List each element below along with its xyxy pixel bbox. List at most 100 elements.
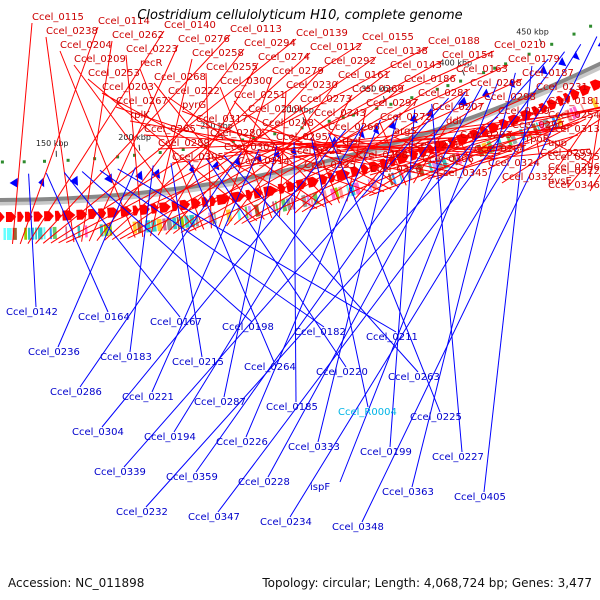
gene-label[interactable]: Ccel_0272 xyxy=(380,112,432,123)
gene-label[interactable]: Ccel_0263 xyxy=(388,372,440,383)
gene-label[interactable]: Ccel_0296 xyxy=(548,162,600,173)
gene-label[interactable]: Ccel_0231 xyxy=(536,82,588,93)
gene-label[interactable]: Ccel_0139 xyxy=(296,28,348,39)
gene-label[interactable]: Ccel_0262 xyxy=(112,30,164,41)
gene-label[interactable]: Ccel_0209 xyxy=(74,54,126,65)
gene-label[interactable]: uvsE xyxy=(548,176,572,187)
gene-label[interactable]: Ccel_0234 xyxy=(260,517,312,528)
gene-label[interactable]: Ccel_0324 xyxy=(488,158,540,169)
gene-label[interactable]: Ccel_0345 xyxy=(436,168,488,179)
gene-label[interactable]: Ccel_0211 xyxy=(366,332,418,343)
gene-label[interactable]: Ccel_0163 xyxy=(456,64,508,75)
gene-label[interactable]: Ccel_0248 xyxy=(262,118,314,129)
gene-label[interactable]: Ccel_0317 xyxy=(196,114,248,125)
gene-label[interactable]: Ccel_0253 xyxy=(88,68,140,79)
gene-label[interactable]: Ccel_0305 xyxy=(172,152,224,163)
gene-label[interactable]: Ccel_0287 xyxy=(194,397,246,408)
gene-label[interactable]: Ccel_0226 xyxy=(216,437,268,448)
gene-label[interactable]: Ccel_0203 xyxy=(102,82,154,93)
gene-label[interactable]: Ccel_0223 xyxy=(126,44,178,55)
gene-label[interactable]: Ccel_0251 xyxy=(234,90,286,101)
gene-label[interactable]: Ccel_0215 xyxy=(172,357,224,368)
gene-label[interactable]: Ccel_0198 xyxy=(222,322,274,333)
gene-label[interactable]: Ccel_0182 xyxy=(294,327,346,338)
gene-label[interactable]: Ccel_0199 xyxy=(360,447,412,458)
gene-label[interactable]: Ccel_0289 xyxy=(158,138,210,149)
gene-label[interactable]: Ccel_0143 xyxy=(390,60,442,71)
gene-label[interactable]: Ccel_0295 xyxy=(276,132,328,143)
gene-label[interactable]: Ccel_0333 xyxy=(288,442,340,453)
gene-label[interactable]: Ccel_0298 xyxy=(484,92,536,103)
gene-label[interactable]: Ccel_0273 xyxy=(300,94,352,105)
gene-label[interactable]: Ccel_0188 xyxy=(428,36,480,47)
gene-label[interactable]: argS xyxy=(394,126,417,137)
gene-label[interactable]: Ccel_0332 xyxy=(502,172,554,183)
gene-label[interactable]: Ccel_0229 xyxy=(498,106,550,117)
gene-label[interactable]: Ccel_0264 xyxy=(244,362,296,373)
gene-label[interactable]: Ccel_0115 xyxy=(32,12,84,23)
gene-label[interactable]: Ccel_0288 xyxy=(356,150,408,161)
gene-label[interactable]: Ccel_0113 xyxy=(230,24,282,35)
gene-label[interactable]: Ccel_0292 xyxy=(324,56,376,67)
gene-label[interactable]: Ccel_0225 xyxy=(410,412,462,423)
gene-label[interactable]: Ccel_0313 xyxy=(548,124,600,135)
gene-label[interactable]: ddl xyxy=(446,116,461,127)
gene-label[interactable]: Ccel_0290 xyxy=(512,120,564,131)
gene-label[interactable]: Ccel_0208 xyxy=(470,78,522,89)
gene-label[interactable]: Ccel_0281 xyxy=(418,88,470,99)
gene-label[interactable]: Ccel_0187 xyxy=(522,68,574,79)
gene-label[interactable]: Ccel_0140 xyxy=(164,20,216,31)
gene-label[interactable]: Ccel_0268 xyxy=(154,72,206,83)
gene-label[interactable]: Ccel_0219 xyxy=(248,104,300,115)
gene-label[interactable]: Ccel_0297 xyxy=(366,98,418,109)
gene-label[interactable]: Ccel_0335 xyxy=(304,160,356,171)
gene-label[interactable]: Ccel_0254 xyxy=(548,110,600,121)
gene-label[interactable]: Ccel_0154 xyxy=(442,50,494,61)
gene-label[interactable]: Ccel_0228 xyxy=(238,477,290,488)
gene-label[interactable]: Ccel_0255 xyxy=(206,62,258,73)
gene-label[interactable]: Ccel_0306 xyxy=(422,154,474,165)
gene-label[interactable]: Ccel_0405 xyxy=(454,492,506,503)
gene-label[interactable]: Ccel_0181 xyxy=(548,96,600,107)
gene-label[interactable]: Ccel_0307 xyxy=(224,142,276,153)
gene-label[interactable]: Ccel_0227 xyxy=(432,452,484,463)
gene-label[interactable]: Ccel_0274 xyxy=(258,52,310,63)
gene-label[interactable]: Ccel_0293 xyxy=(460,130,512,141)
gene-label[interactable]: Ccel_0359 xyxy=(166,472,218,483)
gene-label[interactable]: Ccel_0232 xyxy=(116,507,168,518)
gene-label[interactable]: Ccel_0265 xyxy=(144,124,196,135)
gene-label[interactable]: recR xyxy=(140,58,163,69)
gene-label[interactable]: Ccel_0258 xyxy=(192,48,244,59)
gene-label[interactable]: Ccel_0204 xyxy=(60,40,112,51)
gene-label[interactable]: Ccel_0280 xyxy=(210,128,262,139)
gene-label[interactable]: Ccel_0210 xyxy=(494,40,546,51)
gene-label[interactable]: Ccel_0142 xyxy=(6,307,58,318)
gene-label[interactable]: Ccel_0348 xyxy=(332,522,384,533)
gene-label[interactable]: rplK xyxy=(130,110,150,121)
gene-label[interactable]: Ccel_0275 xyxy=(548,152,600,163)
gene-label[interactable]: Ccel_0304 xyxy=(72,427,124,438)
gene-label[interactable]: Ccel_0326 xyxy=(370,164,422,175)
gene-label[interactable]: Ccel_0155 xyxy=(362,32,414,43)
gene-label[interactable]: Ccel_0279 xyxy=(272,66,324,77)
gene-label[interactable]: Ccel_0363 xyxy=(382,487,434,498)
gene-label[interactable]: upp xyxy=(548,138,567,149)
gene-label[interactable]: Ccel_0114 xyxy=(98,16,150,27)
gene-label[interactable]: Ccel_0183 xyxy=(100,352,152,363)
gene-label[interactable]: Ccel_0325 xyxy=(290,146,342,157)
gene-label[interactable]: Ccel_0294 xyxy=(244,38,296,49)
gene-label[interactable]: ispF xyxy=(310,482,330,493)
gene-label[interactable]: rpoB xyxy=(526,134,550,145)
gene-label[interactable]: Ccel_0276 xyxy=(178,34,230,45)
gene-label[interactable]: Ccel_0339 xyxy=(94,467,146,478)
gene-label[interactable]: Ccel_0347 xyxy=(188,512,240,523)
gene-label[interactable]: Ccel_0286 xyxy=(50,387,102,398)
gene-label[interactable]: rpsL xyxy=(342,136,364,147)
gene-label[interactable]: Ccel_0179 xyxy=(508,54,560,65)
gene-label[interactable]: Ccel_0167 xyxy=(150,317,202,328)
gene-label[interactable]: Ccel_0161 xyxy=(338,70,390,81)
gene-label[interactable]: Ccel_0322 xyxy=(548,166,600,177)
gene-label[interactable]: Ccel_R0004 xyxy=(338,407,397,418)
gene-label[interactable]: Ccel_0236 xyxy=(28,347,80,358)
gene-label[interactable]: Ccel_0221 xyxy=(122,392,174,403)
